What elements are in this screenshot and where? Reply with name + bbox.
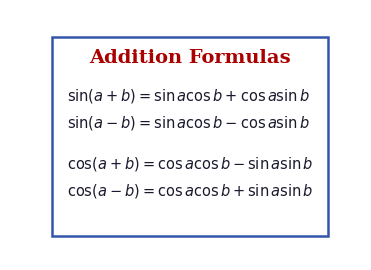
Text: $\cos(a-b) = \cos a \cos b + \sin a \sin b$: $\cos(a-b) = \cos a \cos b + \sin a \sin… (66, 183, 313, 200)
Text: Addition Formulas: Addition Formulas (89, 49, 291, 68)
Text: $\sin(a-b) = \sin a \cos b - \cos a \sin b$: $\sin(a-b) = \sin a \cos b - \cos a \sin… (66, 114, 309, 132)
Text: $\sin(a+b) = \sin a \cos b + \cos a \sin b$: $\sin(a+b) = \sin a \cos b + \cos a \sin… (66, 87, 309, 105)
Text: $\cos(a+b) = \cos a \cos b - \sin a \sin b$: $\cos(a+b) = \cos a \cos b - \sin a \sin… (66, 156, 313, 173)
FancyBboxPatch shape (52, 36, 328, 236)
